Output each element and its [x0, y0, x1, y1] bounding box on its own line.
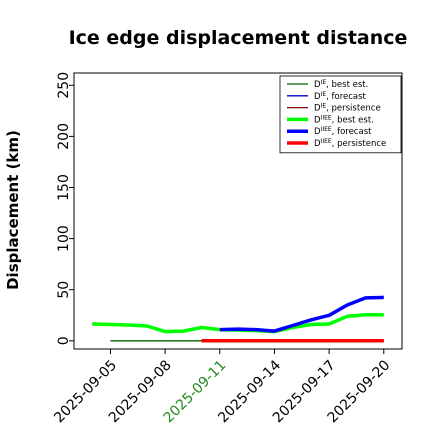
y-tick-label: 200 — [56, 123, 72, 150]
legend-entry: DIIEE, forecast — [314, 126, 372, 137]
y-tick-label: 250 — [56, 72, 72, 99]
legend-entry: DIE, best est. — [314, 79, 368, 90]
series-line-4 — [219, 295, 384, 333]
legend-entry: DIE, forecast — [314, 91, 367, 102]
legend-entry: DIIEE, best est. — [314, 114, 374, 125]
y-tick-label: 50 — [56, 281, 72, 299]
plot-frame — [73, 72, 403, 350]
y-tick-label: 100 — [56, 225, 72, 252]
chart-title: Ice edge displacement distance — [69, 27, 408, 49]
y-tick-label: 150 — [56, 174, 72, 201]
y-axis-label: Displacement (km) — [4, 130, 22, 290]
legend-box — [279, 75, 402, 154]
y-tick-label: 0 — [56, 336, 72, 345]
plot-area — [92, 295, 384, 343]
legend-entry: DIIEE, persistence — [314, 138, 386, 149]
legend-entry: DIE, persistence — [314, 103, 381, 114]
